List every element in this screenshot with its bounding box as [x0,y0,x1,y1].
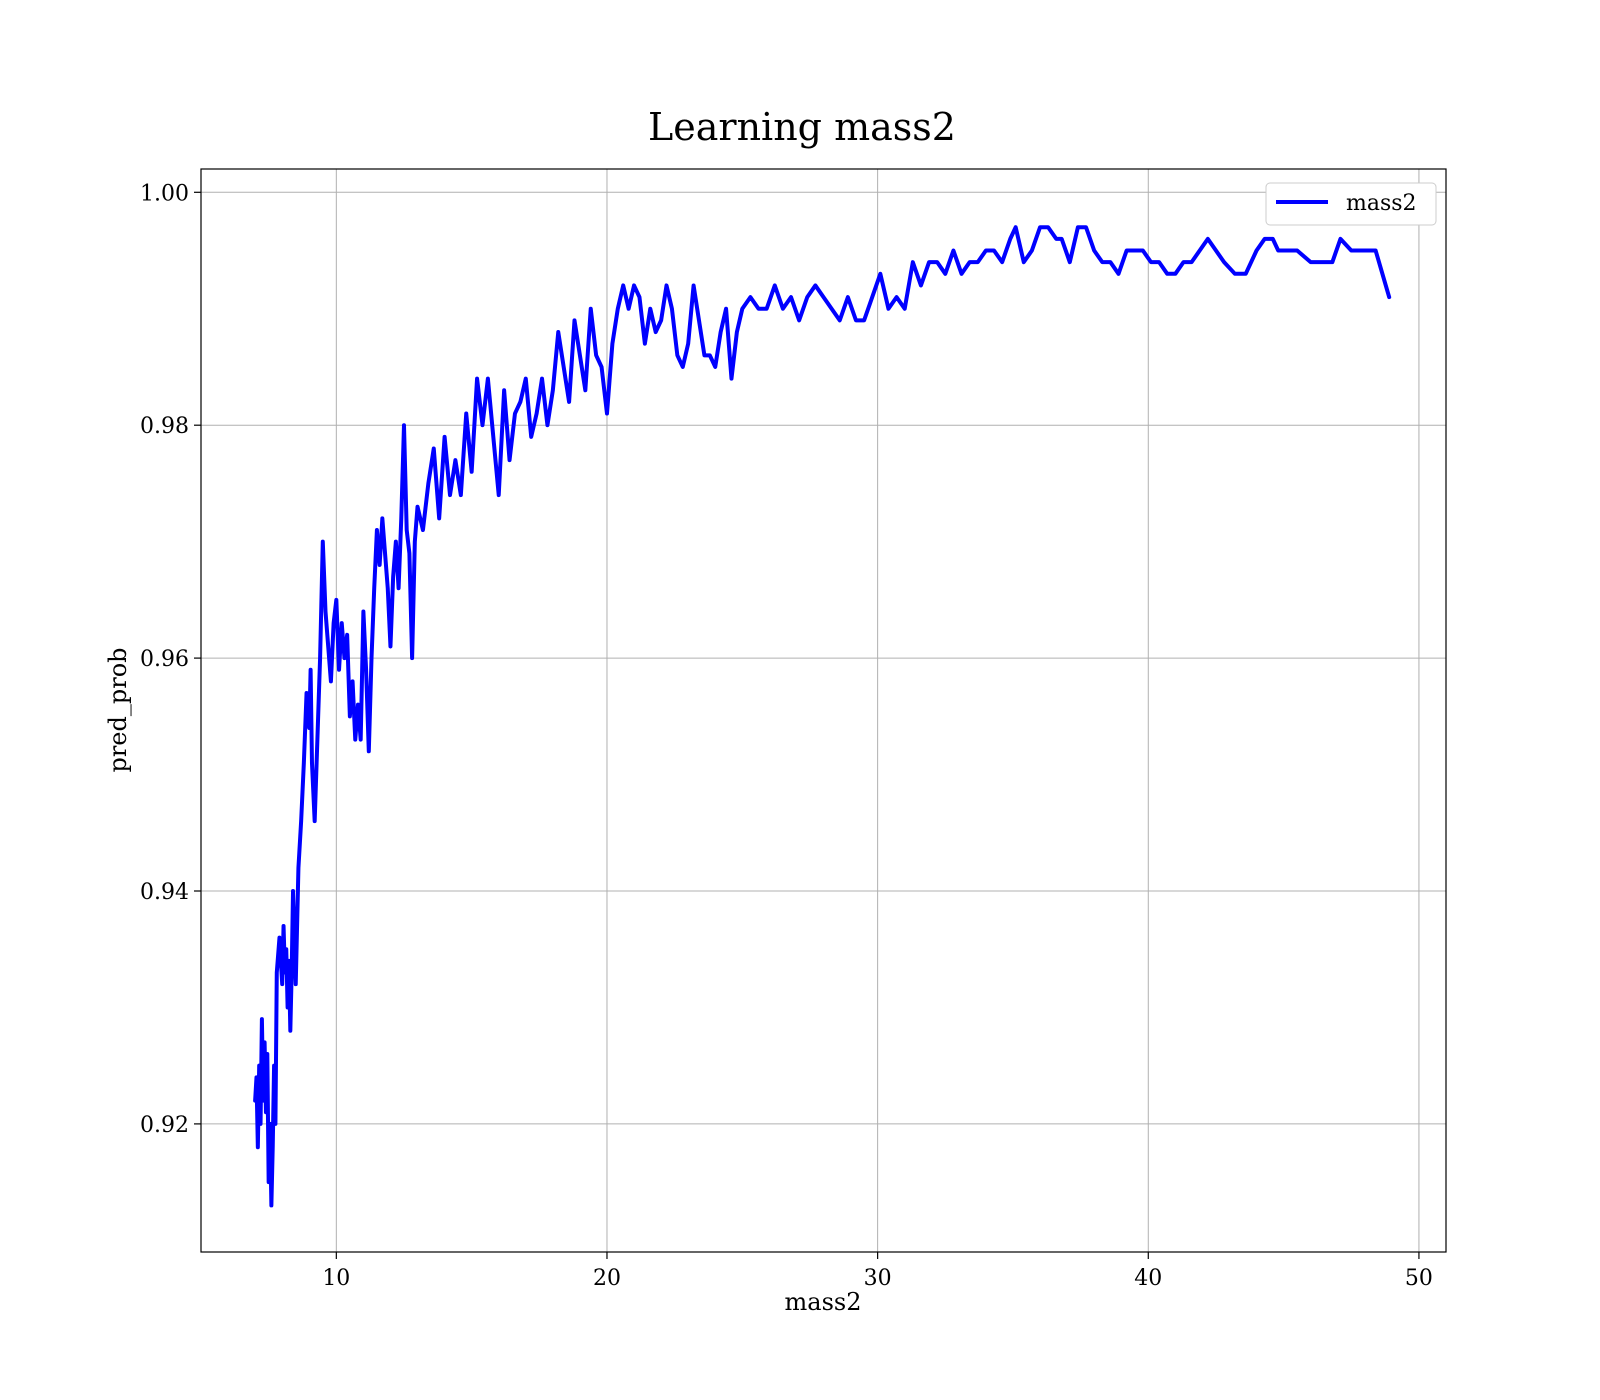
x-tick-label: 40 [1134,1266,1162,1291]
y-tick-label: 1.00 [140,181,189,206]
x-axis-label: mass2 [785,1288,862,1316]
plot-frame [200,168,1447,1253]
series-layer [253,225,1392,1208]
x-tick-label: 10 [322,1266,350,1291]
legend-label: mass2 [1346,191,1417,216]
x-tick-label: 20 [593,1266,621,1291]
y-tick-label: 0.92 [140,1113,189,1138]
legend-box [1265,182,1437,226]
series-line-mass2 [253,225,1392,1208]
chart-title: Learning mass2 [648,105,956,149]
y-tick-label: 0.94 [140,880,189,905]
legend: mass2 [1265,182,1437,226]
y-tick-label: 0.98 [140,414,189,439]
grid-lines [201,169,1446,1252]
x-axis: 10 20 30 40 50 [322,1252,1433,1291]
x-tick-label: 30 [864,1266,892,1291]
y-tick-label: 0.96 [140,647,189,672]
y-axis-label: pred_prob [104,647,132,772]
y-axis: 0.92 0.94 0.96 0.98 1.00 [140,181,201,1138]
x-tick-label: 50 [1405,1266,1433,1291]
